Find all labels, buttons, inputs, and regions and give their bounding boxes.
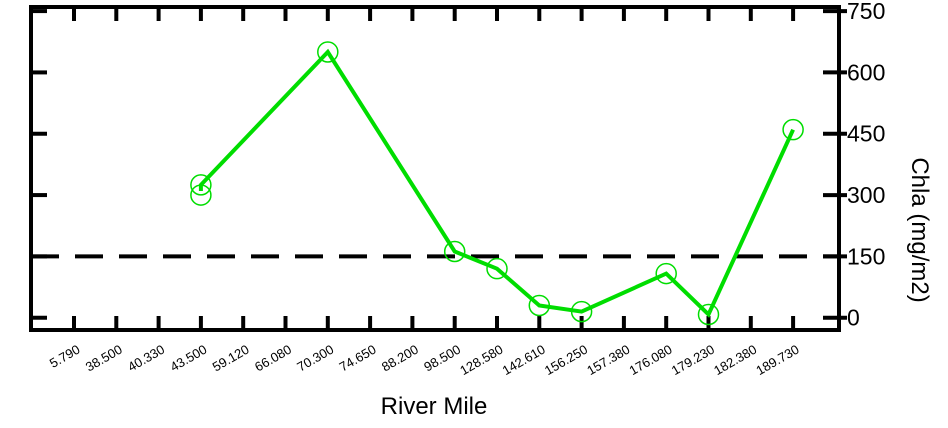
y-tick-label: 600 [847, 59, 885, 85]
data-point [486, 257, 508, 280]
x-tick-label: 189.730 [753, 342, 801, 378]
y-axis-title: Chla (mg/m2) [906, 157, 933, 302]
x-tick-label: 43.500 [167, 342, 209, 375]
y-tick-labels: 0 150 300 450 600 750 [847, 0, 885, 331]
x-tick-label: 59.120 [210, 342, 252, 375]
x-tick-label: 176.080 [626, 342, 674, 378]
data-point [317, 41, 339, 63]
data-point [190, 184, 212, 206]
x-tick-label: 142.610 [500, 342, 548, 378]
data-point [655, 262, 677, 285]
x-tick-labels: 5.790 38.500 40.330 43.500 59.120 66.080 70.30… [47, 342, 802, 378]
x-tick-label: 38.500 [83, 342, 125, 375]
series-layer [190, 41, 804, 326]
x-tick-label: 98.500 [421, 342, 463, 375]
y-tick-label: 450 [847, 121, 885, 147]
tick-layer [31, 7, 847, 330]
x-tick-label: 40.330 [125, 342, 167, 375]
data-point [782, 118, 804, 141]
y-tick-label: 150 [847, 243, 885, 269]
x-tick-label: 182.380 [711, 342, 759, 378]
x-tick-label: 66.080 [252, 342, 294, 375]
data-point [190, 174, 212, 196]
x-tick-label: 70.300 [294, 342, 336, 375]
x-tick-label: 128.580 [457, 342, 505, 378]
y-tick-label: 300 [847, 182, 885, 208]
data-point [443, 240, 466, 263]
plot-frame [29, 5, 841, 332]
y-tick-label: 750 [847, 0, 885, 24]
x-tick-label: 156.250 [542, 342, 590, 378]
x-tick-label: 74.650 [337, 342, 379, 375]
series-line [198, 48, 795, 318]
x-tick-label: 179.230 [669, 342, 717, 378]
x-tick-label: 88.200 [379, 342, 421, 375]
y-tick-label: 0 [847, 305, 860, 331]
x-tick-label: 5.790 [47, 342, 83, 371]
data-point [697, 303, 720, 326]
data-point [570, 300, 593, 323]
x-axis-title: River Mile [381, 393, 488, 420]
x-tick-label: 157.380 [584, 342, 632, 378]
data-point [528, 294, 551, 317]
